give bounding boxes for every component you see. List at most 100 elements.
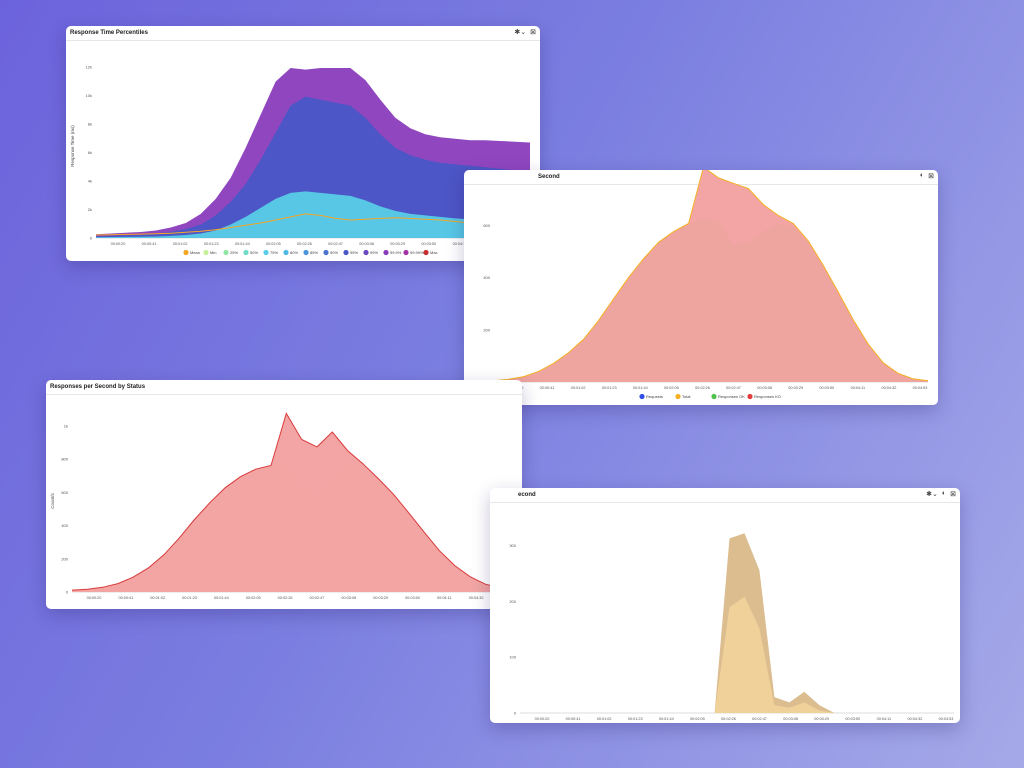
x-tick-label: 00:01:23 — [182, 596, 197, 600]
x-tick-label: 00:02:05 — [266, 242, 281, 246]
legend-swatch — [203, 249, 209, 256]
x-tick-label: 00:02:26 — [278, 596, 293, 600]
close-icon[interactable]: ⊠ — [928, 173, 934, 180]
settings-icon[interactable]: ✱⌄ — [514, 29, 527, 36]
x-tick-label: 00:03:08 — [757, 386, 772, 390]
x-tick-label: 00:01:44 — [235, 242, 250, 246]
y-tick-label: 200 — [509, 599, 516, 604]
y-tick-label: 400 — [483, 275, 490, 280]
requests-chart-svg: 020040060000:00:2000:00:4100:01:0200:01:… — [483, 170, 929, 400]
legend-label: Max — [430, 250, 438, 255]
legend-swatch — [343, 249, 349, 256]
legend-label: Requests — [646, 394, 663, 399]
y-tick-label: 200 — [483, 327, 490, 332]
legend-label: Mean — [190, 250, 200, 255]
legend-label: 99.99% — [410, 250, 424, 255]
y-tick-label: 0 — [514, 711, 517, 716]
divider — [46, 394, 522, 395]
x-tick-label: 00:04:11 — [437, 596, 452, 600]
x-tick-label: 00:01:23 — [204, 242, 219, 246]
series-area-inner — [520, 596, 954, 713]
x-tick-label: 00:01:02 — [150, 596, 165, 600]
theme-icon[interactable]: ◐ — [941, 490, 947, 497]
x-tick-label: 00:04:11 — [877, 717, 892, 721]
y-tick-label: 600 — [61, 490, 68, 495]
legend-label: 80% — [290, 250, 298, 255]
card-tools: ✱⌄ ◐ ⊠ — [926, 490, 956, 498]
x-tick-label: 00:03:50 — [819, 386, 834, 390]
legend-label: 75% — [270, 250, 278, 255]
x-tick-label: 00:02:05 — [690, 717, 705, 721]
y-axis-label: Response Time (ms) — [70, 125, 75, 167]
y-tick-label: 100 — [509, 655, 516, 660]
y-tick-label: 6k — [88, 150, 92, 155]
legend-swatch — [223, 249, 229, 256]
settings-icon[interactable]: ✱⌄ — [926, 491, 938, 498]
legend-swatch — [303, 249, 309, 256]
x-tick-label: 00:03:50 — [405, 596, 420, 600]
x-tick-label: 00:03:29 — [373, 596, 388, 600]
x-tick-label: 00:03:08 — [783, 717, 798, 721]
x-tick-label: 00:00:41 — [566, 717, 581, 721]
x-tick-label: 00:04:53 — [913, 386, 928, 390]
x-tick-label: 00:01:02 — [173, 242, 188, 246]
legend-label: 90% — [330, 250, 338, 255]
x-tick-label: 00:04:53 — [939, 717, 954, 721]
x-tick-label: 00:01:44 — [214, 596, 229, 600]
chart-title: Response Time Percentiles — [70, 30, 148, 36]
y-tick-label: 200 — [61, 556, 68, 561]
legend-label: Total — [682, 394, 691, 399]
x-tick-label: 00:04:32 — [882, 386, 897, 390]
legend-swatch — [403, 249, 409, 256]
series-line-total — [71, 412, 517, 591]
x-tick-label: 00:02:47 — [752, 717, 767, 721]
legend-swatch — [747, 393, 753, 400]
card-tools: ✱⌄ ⊠ — [514, 28, 536, 36]
chart-title: econd — [518, 492, 536, 498]
y-tick-label: 400 — [61, 523, 68, 528]
legend-label: 25% — [230, 250, 238, 255]
x-tick-label: 00:04:11 — [453, 242, 468, 246]
series-line-total — [493, 170, 929, 382]
divider — [66, 40, 540, 41]
y-tick-label: 8k — [88, 122, 92, 127]
y-tick-label: 2k — [88, 207, 92, 212]
y-tick-label: 0 — [90, 236, 93, 241]
legend-swatch — [675, 393, 681, 400]
x-tick-label: 00:02:47 — [310, 596, 325, 600]
chart-title: Responses per Second by Status — [50, 384, 146, 390]
x-tick-label: 00:03:29 — [788, 386, 803, 390]
response-time-percentiles-card: Response Time Percentiles ✱⌄ ⊠ 0 2k 4k 6k 8k… — [66, 26, 540, 261]
x-tick-label: 00:00:41 — [118, 596, 133, 600]
legend-label: 99% — [370, 250, 378, 255]
x-tick-label: 00:01:44 — [633, 386, 648, 390]
series-area-total — [72, 413, 516, 592]
y-tick-label: 1k — [64, 423, 68, 428]
legend-label: 50% — [250, 250, 258, 255]
legend-swatch — [323, 249, 329, 256]
x-tick-label: 00:01:44 — [659, 717, 674, 721]
fourth-chart-card: econd ✱⌄ ◐ ⊠ 0 100 200 300 00:00:20 00:00:41 0… — [490, 488, 960, 723]
y-tick-label: 800 — [61, 457, 68, 462]
status-chart-svg: 0 200 400 600 800 1k 00:00:20 00:00:41 00:01:02 0… — [50, 412, 517, 600]
x-tick-label: 00:02:05 — [246, 596, 261, 600]
x-tick-label: 00:01:23 — [628, 717, 643, 721]
close-icon[interactable]: ⊠ — [530, 29, 536, 36]
fourth-chart-svg: 0 100 200 300 00:00:20 00:00:41 00:01:02 00:01:… — [509, 533, 954, 721]
y-axis-label: Count/s — [50, 492, 55, 508]
legend-label: Responses OK — [718, 394, 745, 399]
legend-label: 95% — [350, 250, 358, 255]
card-tools: ◐ ⊠ — [920, 172, 934, 180]
legend-swatch — [243, 249, 249, 256]
theme-icon[interactable]: ◐ — [919, 172, 925, 179]
x-tick-label: 00:00:20 — [111, 242, 126, 246]
x-tick-label: 00:00:20 — [535, 717, 550, 721]
legend-swatch — [283, 249, 289, 256]
percentiles-chart-svg: 0 2k 4k 6k 8k 10k 12k 00:00:20 00:00:41 00:01:02 0… — [70, 65, 531, 256]
close-icon[interactable]: ⊠ — [950, 491, 956, 498]
x-tick-label: 00:00:41 — [142, 242, 157, 246]
legend-swatch — [363, 249, 369, 256]
chart-title: Second — [538, 174, 560, 180]
x-tick-label: 00:04:32 — [469, 596, 484, 600]
y-tick-label: 12k — [86, 65, 92, 70]
